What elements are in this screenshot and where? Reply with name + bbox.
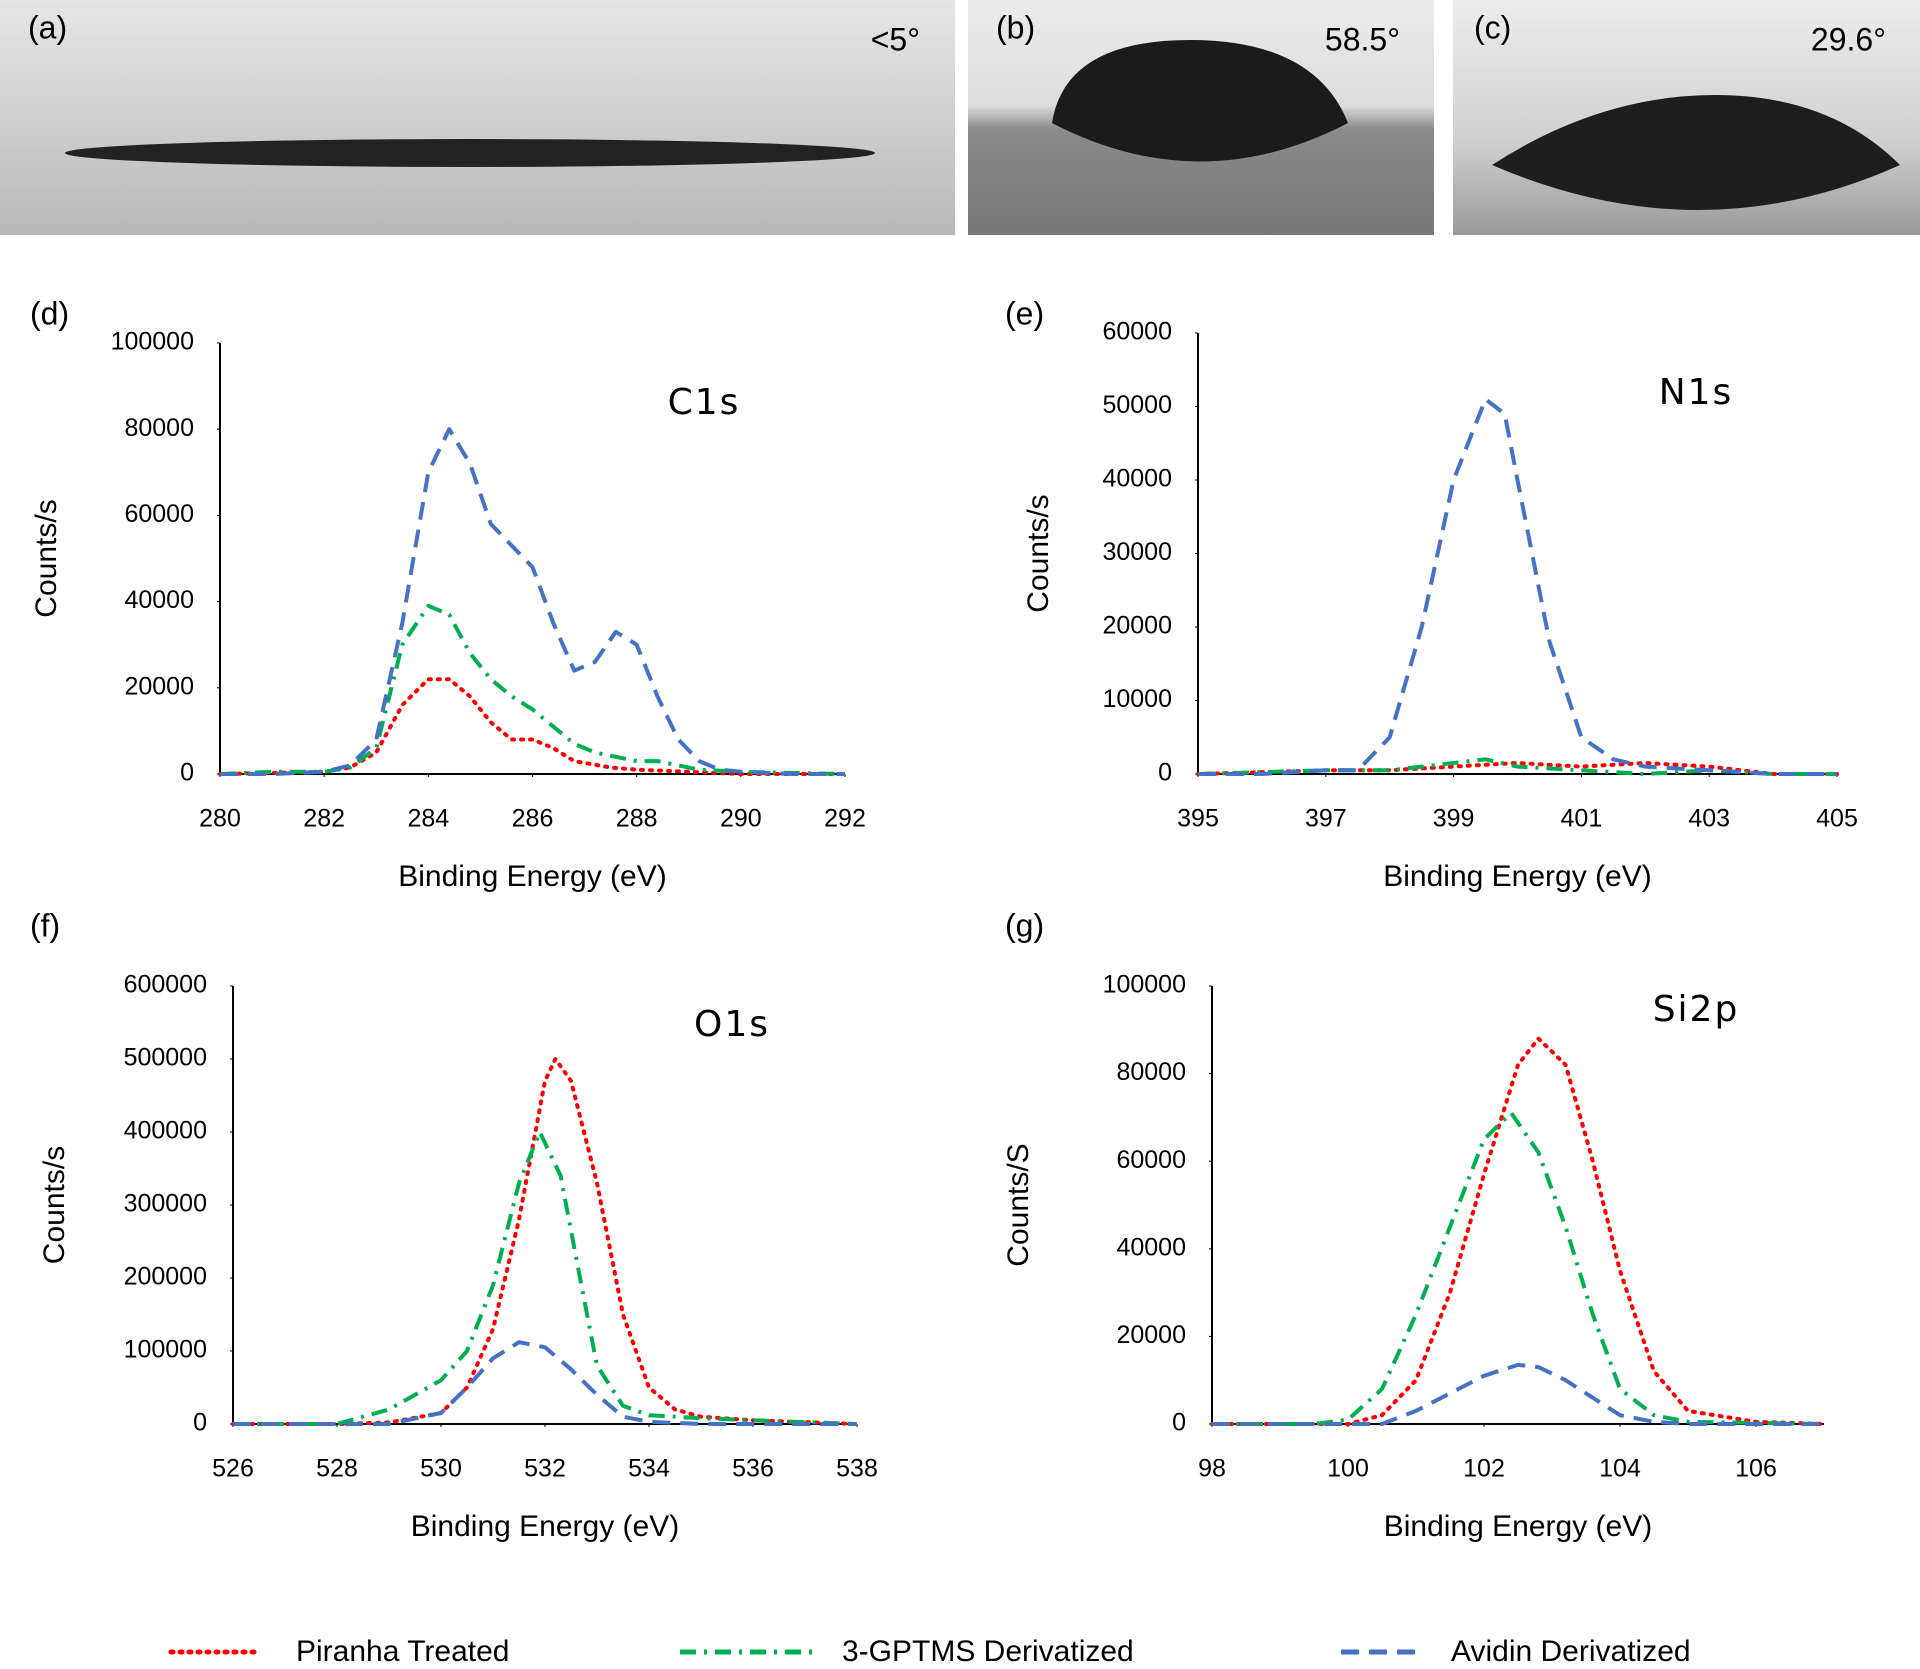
y-tick-label: 20000 [1116, 1321, 1186, 1349]
legend-label: Piranha Treated [296, 1635, 509, 1668]
y-tick-label: 400000 [124, 1117, 207, 1145]
x-tick-label: 538 [836, 1455, 878, 1483]
series-line [1198, 397, 1837, 776]
series-line [231, 1057, 859, 1426]
annotation: N1s [1659, 372, 1734, 413]
panel-label: (c) [1474, 9, 1511, 45]
panel-label: (f) [30, 907, 60, 943]
y-tick-label: 60000 [1102, 318, 1172, 346]
y-tick-label: 100000 [1103, 971, 1186, 999]
x-tick-label: 532 [524, 1455, 566, 1483]
series-line [1212, 1111, 1825, 1426]
x-tick-label: 282 [303, 805, 345, 833]
y-tick-label: 10000 [1102, 685, 1172, 713]
annotation: C1s [668, 382, 741, 423]
series-line [233, 1340, 857, 1426]
y-tick-label: 50000 [1102, 391, 1172, 419]
series-line [220, 427, 845, 776]
y-tick-label: 0 [1158, 759, 1172, 787]
legend-label: Avidin Derivatized [1451, 1635, 1691, 1668]
x-tick-label: 290 [720, 805, 762, 833]
droplet [1492, 95, 1900, 210]
y-tick-label: 60000 [124, 500, 194, 528]
contact-angle: 58.5° [1325, 21, 1400, 57]
x-tick-label: 526 [212, 1455, 254, 1483]
y-tick-label: 300000 [124, 1190, 207, 1218]
annotation: Si2p [1653, 989, 1740, 1030]
x-axis-label: Binding Energy (eV) [1383, 860, 1651, 893]
contact-angle: 29.6° [1811, 21, 1886, 57]
panel-label: (b) [996, 9, 1035, 45]
y-axis-label: Counts/s [1022, 494, 1055, 612]
x-axis-label: Binding Energy (eV) [411, 1510, 679, 1543]
x-axis-label: Binding Energy (eV) [398, 860, 666, 893]
y-tick-label: 80000 [124, 414, 194, 442]
y-tick-label: 200000 [124, 1263, 207, 1291]
x-tick-label: 397 [1305, 805, 1347, 833]
x-tick-label: 100 [1327, 1455, 1369, 1483]
photo-a [0, 0, 955, 235]
x-tick-label: 286 [512, 805, 554, 833]
panel-label: (e) [1005, 295, 1044, 331]
x-tick-label: 288 [616, 805, 658, 833]
y-tick-label: 40000 [124, 586, 194, 614]
y-tick-label: 100000 [111, 328, 194, 356]
x-tick-label: 395 [1177, 805, 1219, 833]
y-tick-label: 80000 [1116, 1058, 1186, 1086]
series-line [1210, 1036, 1826, 1426]
x-tick-label: 403 [1688, 805, 1730, 833]
y-axis-label: Counts/S [1002, 1143, 1035, 1266]
x-axis-label: Binding Energy (eV) [1384, 1510, 1652, 1543]
x-tick-label: 405 [1816, 805, 1858, 833]
annotation: O1s [694, 1004, 770, 1045]
y-tick-label: 30000 [1102, 538, 1172, 566]
series-line [1196, 761, 1839, 776]
y-tick-label: 600000 [124, 971, 207, 999]
x-tick-label: 399 [1433, 805, 1475, 833]
y-tick-label: 0 [1172, 1409, 1186, 1437]
x-tick-label: 536 [732, 1455, 774, 1483]
y-tick-label: 0 [193, 1409, 207, 1437]
x-tick-label: 401 [1561, 805, 1603, 833]
contact-angle: <5° [871, 21, 920, 57]
y-axis-label: Counts/s [38, 1146, 71, 1264]
droplet [1052, 40, 1348, 162]
y-tick-label: 40000 [1116, 1233, 1186, 1261]
y-tick-label: 500000 [124, 1044, 207, 1072]
y-tick-label: 100000 [124, 1336, 207, 1364]
panel-label: (d) [30, 295, 69, 331]
x-tick-label: 530 [420, 1455, 462, 1483]
series-line [233, 1130, 858, 1426]
x-tick-label: 104 [1599, 1455, 1641, 1483]
x-tick-label: 102 [1463, 1455, 1505, 1483]
x-tick-label: 292 [824, 805, 866, 833]
x-tick-label: 98 [1198, 1455, 1226, 1483]
y-axis-label: Counts/s [30, 499, 63, 617]
x-tick-label: 528 [316, 1455, 358, 1483]
legend-label: 3-GPTMS Derivatized [842, 1635, 1134, 1668]
x-tick-label: 106 [1735, 1455, 1777, 1483]
y-tick-label: 60000 [1116, 1146, 1186, 1174]
series-line [1212, 1362, 1824, 1426]
x-tick-label: 280 [199, 805, 241, 833]
y-tick-label: 20000 [1102, 612, 1172, 640]
x-tick-label: 534 [628, 1455, 670, 1483]
y-tick-label: 0 [180, 759, 194, 787]
panel-label: (a) [28, 9, 67, 45]
series-line [218, 677, 847, 776]
droplet [65, 139, 875, 167]
y-tick-label: 40000 [1102, 465, 1172, 493]
x-tick-label: 284 [407, 805, 449, 833]
series-line [219, 603, 846, 776]
panel-label: (g) [1005, 907, 1044, 943]
y-tick-label: 20000 [124, 672, 194, 700]
